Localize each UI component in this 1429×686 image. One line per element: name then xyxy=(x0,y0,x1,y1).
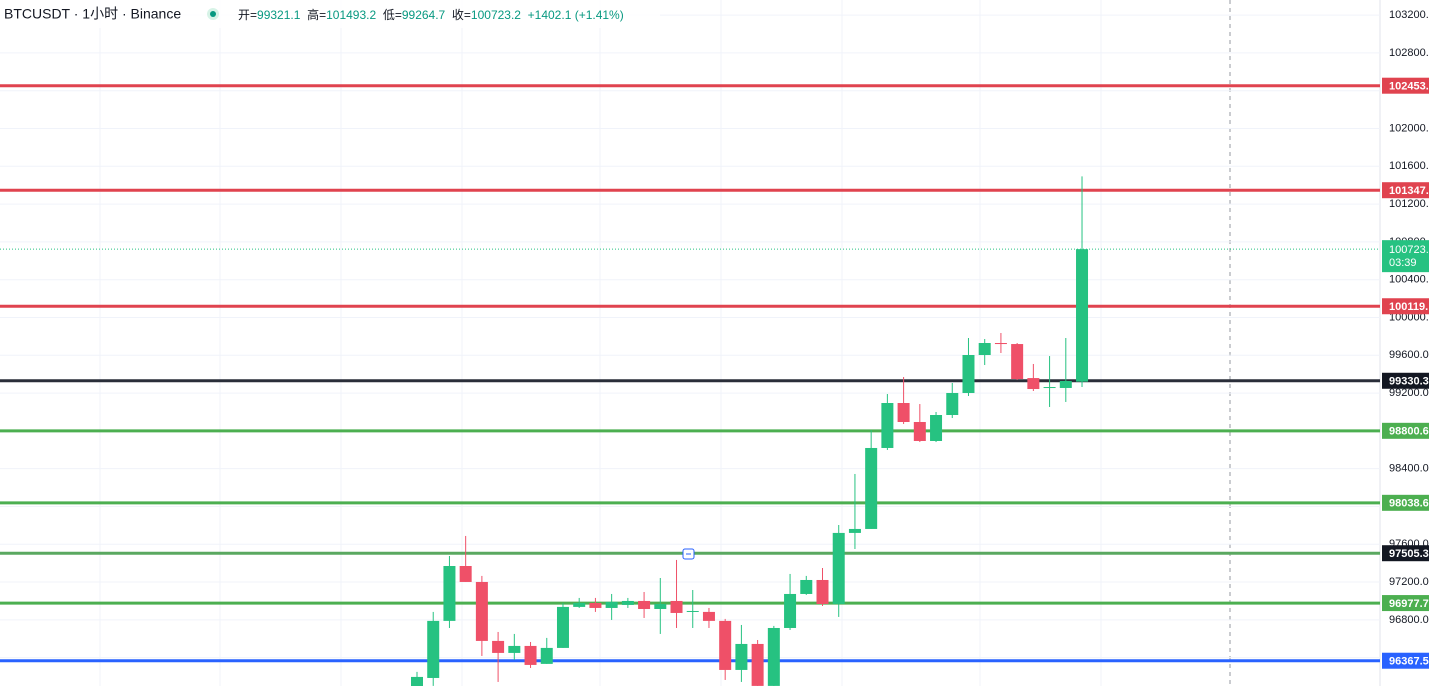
candle-body xyxy=(816,579,829,604)
candle-body xyxy=(443,565,456,621)
candle-body xyxy=(508,645,521,653)
legend-value: 101493.2 xyxy=(326,8,376,22)
level-tag xyxy=(1382,595,1429,612)
level-tag xyxy=(1382,298,1429,315)
status-dot xyxy=(210,11,216,17)
candle-body xyxy=(492,640,505,653)
legend-value: 100723.2 xyxy=(471,8,521,22)
candle-body xyxy=(1011,344,1024,380)
level-tag-label: 102453. xyxy=(1389,81,1429,93)
countdown-label: 03:39 xyxy=(1389,257,1417,269)
candle-body xyxy=(751,643,764,686)
legend-label: 高= xyxy=(307,7,326,22)
level-tag xyxy=(1382,372,1429,389)
candle-body xyxy=(573,602,586,607)
candle-body xyxy=(621,600,634,605)
y-tick-label: 103200.0 xyxy=(1389,9,1429,21)
levels xyxy=(0,84,1380,663)
y-tick-label: 102000.0 xyxy=(1389,122,1429,134)
candle-body xyxy=(411,676,423,686)
y-tick-label: 101600.0 xyxy=(1389,160,1429,172)
grid xyxy=(0,14,1380,659)
candle-body xyxy=(848,528,861,533)
candle-body xyxy=(962,355,975,393)
level-tag-label: 98800.6 xyxy=(1389,426,1429,438)
candle-body xyxy=(638,600,651,609)
candle-body xyxy=(1043,387,1056,389)
ohlc-legend: 开=99321.1 高=101493.2 低=99264.7 收=100723.… xyxy=(238,7,624,22)
legend-value: +1402.1 (+1.41%) xyxy=(528,8,624,22)
level-tag-label: 100119. xyxy=(1389,301,1428,313)
y-tick-label: 99200.0 xyxy=(1389,387,1429,399)
level-tag xyxy=(1382,494,1429,511)
header-bg xyxy=(0,0,660,28)
candle-body xyxy=(881,403,894,448)
candle-body xyxy=(540,647,553,664)
candle-body xyxy=(800,579,813,594)
candle-body xyxy=(1076,249,1089,382)
candle-body xyxy=(589,602,602,608)
y-tick-label: 99600.0 xyxy=(1389,349,1429,361)
legend-value: 99264.7 xyxy=(402,8,446,22)
candle-body xyxy=(978,343,991,356)
last-price-tag xyxy=(1382,240,1429,273)
level-tag xyxy=(1382,182,1429,199)
legend-value: 99321.1 xyxy=(257,8,301,22)
candle-body xyxy=(1059,380,1072,388)
candle-body xyxy=(767,627,780,686)
level-tag xyxy=(1382,422,1429,439)
candle-body xyxy=(913,421,926,441)
candle-body xyxy=(702,611,715,621)
candle-body xyxy=(459,565,472,582)
legend-label: 低= xyxy=(383,8,402,22)
candle-body xyxy=(686,610,699,612)
level-tag xyxy=(1382,77,1429,94)
candle-body xyxy=(475,581,488,641)
candle-body xyxy=(670,600,683,613)
legend-label: 开= xyxy=(238,8,257,22)
candle-body xyxy=(556,606,569,648)
candle-body xyxy=(735,643,748,670)
level-tag-label: 96367.5 xyxy=(1389,656,1429,668)
header: BTCUSDT · 1小时 · Binance 开=99321.1 高=1014… xyxy=(0,0,660,28)
last-price-label: 100723. xyxy=(1389,244,1429,256)
candle-body xyxy=(994,343,1007,345)
level-tag-label: 99330.3 xyxy=(1389,376,1429,388)
y-tick-label: 101200.0 xyxy=(1389,198,1429,210)
price-axis: 96400.096800.097200.097600.098000.098400… xyxy=(1389,9,1429,664)
candle-body xyxy=(1027,378,1040,390)
y-tick-label: 100400.0 xyxy=(1389,274,1429,286)
level-tag-label: 101347. xyxy=(1389,185,1429,197)
symbol-title: BTCUSDT · 1小时 · Binance xyxy=(4,6,181,22)
candle-body xyxy=(427,620,440,678)
level-tag xyxy=(1382,545,1429,562)
candles xyxy=(411,176,1089,686)
y-tick-label: 102800.0 xyxy=(1389,47,1429,59)
candle-body xyxy=(946,392,959,416)
candle-body xyxy=(605,601,618,608)
y-tick-label: 100000.0 xyxy=(1389,311,1429,323)
legend-label: 收= xyxy=(452,8,471,22)
candle-body xyxy=(832,532,845,604)
candle-body xyxy=(654,603,667,609)
level-tag-label: 97505.3 xyxy=(1389,548,1429,560)
level-tag-label: 98038.6 xyxy=(1389,498,1429,510)
y-tick-label: 96800.0 xyxy=(1389,614,1429,626)
candle-body xyxy=(524,645,537,665)
level-tag-label: 96977.7 xyxy=(1389,598,1429,610)
candle-body xyxy=(784,593,797,628)
price-tags: 102453. 101347. 100119. 99330.3 98800.6 98038… xyxy=(1382,77,1429,669)
candle-body xyxy=(930,415,943,441)
candle-body xyxy=(865,447,878,529)
candle-body xyxy=(719,620,732,670)
y-tick-label: 97200.0 xyxy=(1389,576,1429,588)
y-tick-label: 98400.0 xyxy=(1389,463,1429,475)
vertical-grid xyxy=(99,0,1102,686)
candle-body xyxy=(897,403,910,422)
level-tag xyxy=(1382,652,1429,669)
